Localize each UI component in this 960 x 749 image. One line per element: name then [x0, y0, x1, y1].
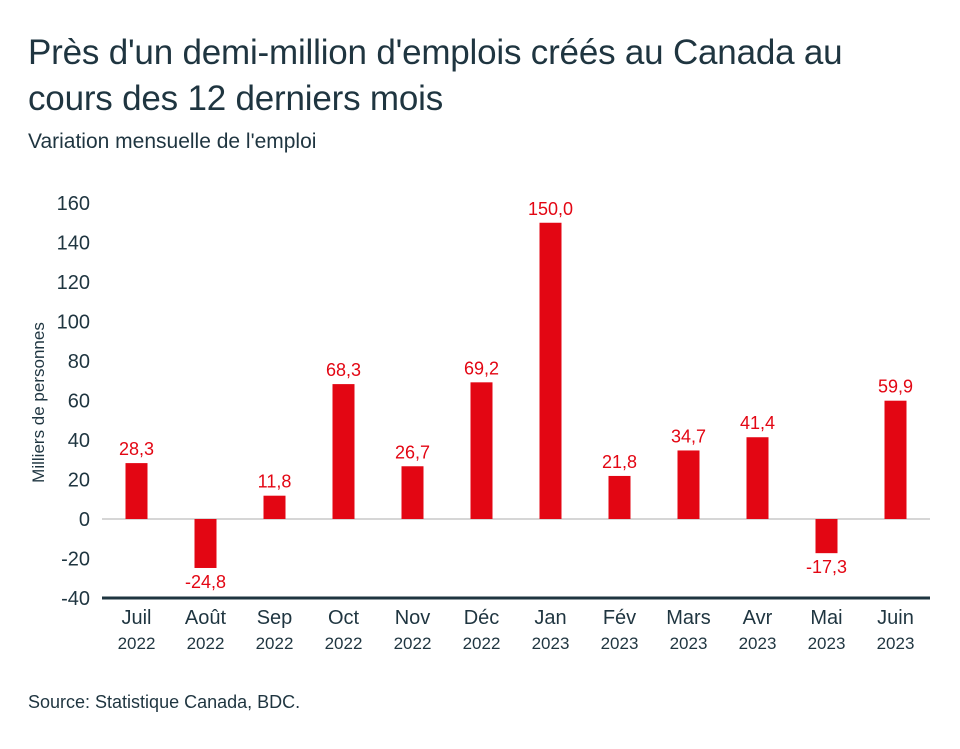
- y-tick-label: 80: [68, 351, 90, 373]
- source-note: Source: Statistique Canada, BDC.: [28, 692, 301, 712]
- x-tick-year: 2022: [463, 634, 501, 653]
- y-tick-label: 100: [57, 312, 90, 334]
- bar-juil: [125, 463, 148, 519]
- y-tick-label: -20: [61, 549, 90, 571]
- data-label: 11,8: [258, 472, 292, 492]
- x-tick-year: 2022: [325, 634, 363, 653]
- bar-mai: [815, 519, 838, 554]
- bar-sep: [263, 495, 286, 519]
- y-tick-label: 160: [57, 193, 90, 215]
- x-tick-year: 2022: [394, 634, 432, 653]
- y-tick-label: 0: [79, 509, 90, 531]
- x-tick-label: Juil: [121, 607, 151, 629]
- y-axis-ticks: 160 140 120 100 80 60 40 20 0 -20 -40: [57, 193, 90, 610]
- x-tick-label: Août: [185, 607, 227, 629]
- bar-août: [194, 519, 217, 568]
- y-tick-label: 120: [57, 272, 90, 294]
- x-tick-year: 2023: [877, 634, 915, 653]
- bar-fév: [608, 475, 631, 519]
- data-label: 41,4: [740, 413, 775, 433]
- data-label: 68,3: [326, 360, 361, 380]
- chart-title: Près d'un demi-million d'emplois créés a…: [28, 33, 843, 118]
- y-tick-label: 20: [68, 470, 90, 492]
- x-axis-labels: Juil 2022 Août 2022 Sep 2022 Oct 2022 Nov 2022 Déc…: [118, 607, 915, 653]
- y-tick-label: 40: [68, 430, 90, 452]
- data-label: 26,7: [395, 442, 430, 462]
- y-tick-label: -40: [61, 588, 90, 610]
- data-label: 69,2: [464, 358, 499, 378]
- data-label: 150,0: [528, 199, 573, 219]
- data-label: 21,8: [602, 452, 637, 472]
- y-tick-label: 140: [57, 233, 90, 255]
- bar-avr: [746, 437, 769, 519]
- data-label: -17,3: [806, 557, 847, 577]
- x-tick-label: Mars: [666, 607, 710, 629]
- x-tick-year: 2023: [532, 634, 570, 653]
- y-axis-label: Milliers de personnes: [29, 322, 48, 483]
- data-label: 59,9: [878, 377, 913, 397]
- x-tick-label: Avr: [743, 607, 773, 629]
- x-tick-label: Oct: [328, 607, 360, 629]
- x-tick-year: 2023: [808, 634, 846, 653]
- bar-déc: [470, 382, 493, 519]
- bar-mars: [677, 450, 700, 519]
- data-label: -24,8: [185, 572, 226, 592]
- data-label: 28,3: [119, 439, 154, 459]
- bars: [125, 222, 907, 568]
- x-tick-label: Nov: [395, 607, 431, 629]
- bar-jan: [539, 222, 562, 519]
- data-labels: 28,3 -24,8 11,8 68,3 26,7 69,2 150,0 21,8 34,7 41…: [119, 199, 913, 592]
- x-tick-label: Juin: [877, 607, 914, 629]
- x-tick-year: 2023: [670, 634, 708, 653]
- x-tick-label: Fév: [603, 607, 636, 629]
- data-label: 34,7: [671, 426, 706, 446]
- x-tick-label: Jan: [534, 607, 566, 629]
- x-tick-year: 2022: [256, 634, 294, 653]
- x-tick-label: Sep: [257, 607, 293, 629]
- bar-oct: [332, 384, 355, 519]
- x-tick-year: 2022: [118, 634, 156, 653]
- x-tick-label: Mai: [810, 607, 842, 629]
- x-tick-label: Déc: [464, 607, 500, 629]
- bar-juin: [884, 400, 907, 519]
- x-tick-year: 2022: [187, 634, 225, 653]
- bar-nov: [401, 466, 424, 519]
- y-tick-label: 60: [68, 391, 90, 413]
- chart-subtitle: Variation mensuelle de l'emploi: [28, 130, 317, 153]
- x-tick-year: 2023: [739, 634, 777, 653]
- x-tick-year: 2023: [601, 634, 639, 653]
